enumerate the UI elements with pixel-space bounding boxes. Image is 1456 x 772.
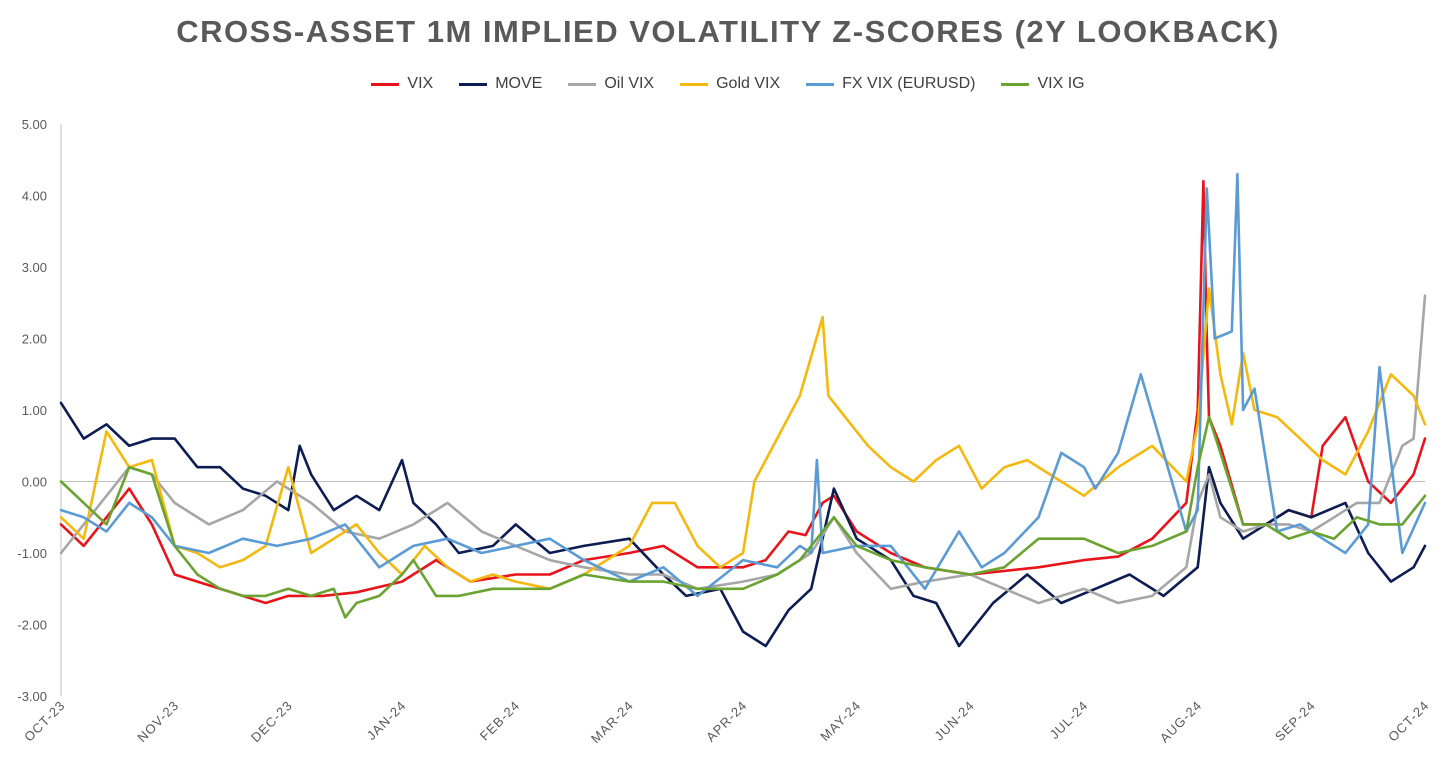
x-tick: OCT-23 [21,698,68,745]
legend-swatch [568,82,597,86]
y-axis: 5.00 4.00 3.00 2.00 1.00 0.00 -1.00 -2.00 -3.00 [17,117,1425,704]
y-tick-label: 4.00 [22,189,47,204]
y-tick-label: 1.00 [22,403,47,418]
x-tick: MAR-24 [588,698,637,747]
x-tick-label: OCT-24 [1385,698,1432,745]
y-tick-label: 5.00 [22,117,47,132]
x-tick: DEC-23 [248,698,296,746]
legend-swatch [680,82,709,86]
legend-item: FX VIX (EURUSD) [806,75,975,93]
chart-title: CROSS-ASSET 1M IMPLIED VOLATILITY Z-SCOR… [176,14,1280,49]
x-tick-label: JUL-24 [1047,698,1091,742]
legend-item: MOVE [459,75,542,93]
legend-label: VIX [407,75,434,92]
y-tick-label: 0.00 [22,475,47,490]
x-tick-label: NOV-23 [134,698,182,746]
x-tick: APR-24 [703,698,750,745]
series-line-vix [59,179,1427,605]
legend-label: VIX IG [1037,75,1085,92]
x-tick-label: OCT-23 [21,698,68,745]
legend-label: FX VIX (EURUSD) [842,75,976,92]
x-tick: SEP-24 [1272,698,1319,745]
y-tick-label: -1.00 [17,546,47,561]
x-tick-label: MAY-24 [817,698,864,745]
x-axis: OCT-23 NOV-23 DEC-23 JAN-24 FEB-24 MAR-24 APR-… [21,698,1432,747]
x-tick: OCT-24 [1385,698,1432,745]
x-tick: JUN-24 [931,698,977,744]
series-line-move [59,401,1427,648]
x-tick-label: FEB-24 [477,698,523,744]
legend-swatch [806,82,835,86]
x-tick-label: AUG-24 [1157,698,1205,746]
x-tick: NOV-23 [134,698,182,746]
x-tick-label: DEC-23 [248,698,296,746]
series-line-vix-ig [59,415,1427,619]
x-tick: JUL-24 [1047,698,1091,742]
x-tick-label: JAN-24 [364,698,410,744]
series-line-fx-vix-eurusd [59,172,1427,598]
series-line-gold-vix [59,287,1427,591]
legend: VIX MOVE Oil VIX Gold VIX FX VIX (EURUSD) VIX… [0,75,1456,93]
legend-swatch [1001,82,1030,86]
x-tick-label: MAR-24 [588,698,637,747]
y-tick-label: 3.00 [22,260,47,275]
legend-item: Gold VIX [680,75,780,93]
x-tick-label: SEP-24 [1272,698,1319,745]
y-tick-label: -2.00 [17,618,47,633]
x-tick-label: JUN-24 [931,698,977,744]
legend-swatch [459,82,488,86]
series-layer [59,172,1427,648]
x-tick-label: APR-24 [703,698,750,745]
legend-label: Gold VIX [716,75,781,92]
x-tick: MAY-24 [817,698,864,745]
x-tick: AUG-24 [1157,698,1205,746]
legend-swatch [371,82,400,86]
legend-item: VIX [371,75,433,93]
legend-label: Oil VIX [604,75,655,92]
legend-item: Oil VIX [568,75,654,93]
x-tick: FEB-24 [477,698,523,744]
legend-item: VIX IG [1001,75,1085,93]
y-tick-label: -3.00 [17,689,47,704]
x-tick: JAN-24 [364,698,410,744]
y-tick-label: 2.00 [22,332,47,347]
legend-label: MOVE [495,75,543,92]
